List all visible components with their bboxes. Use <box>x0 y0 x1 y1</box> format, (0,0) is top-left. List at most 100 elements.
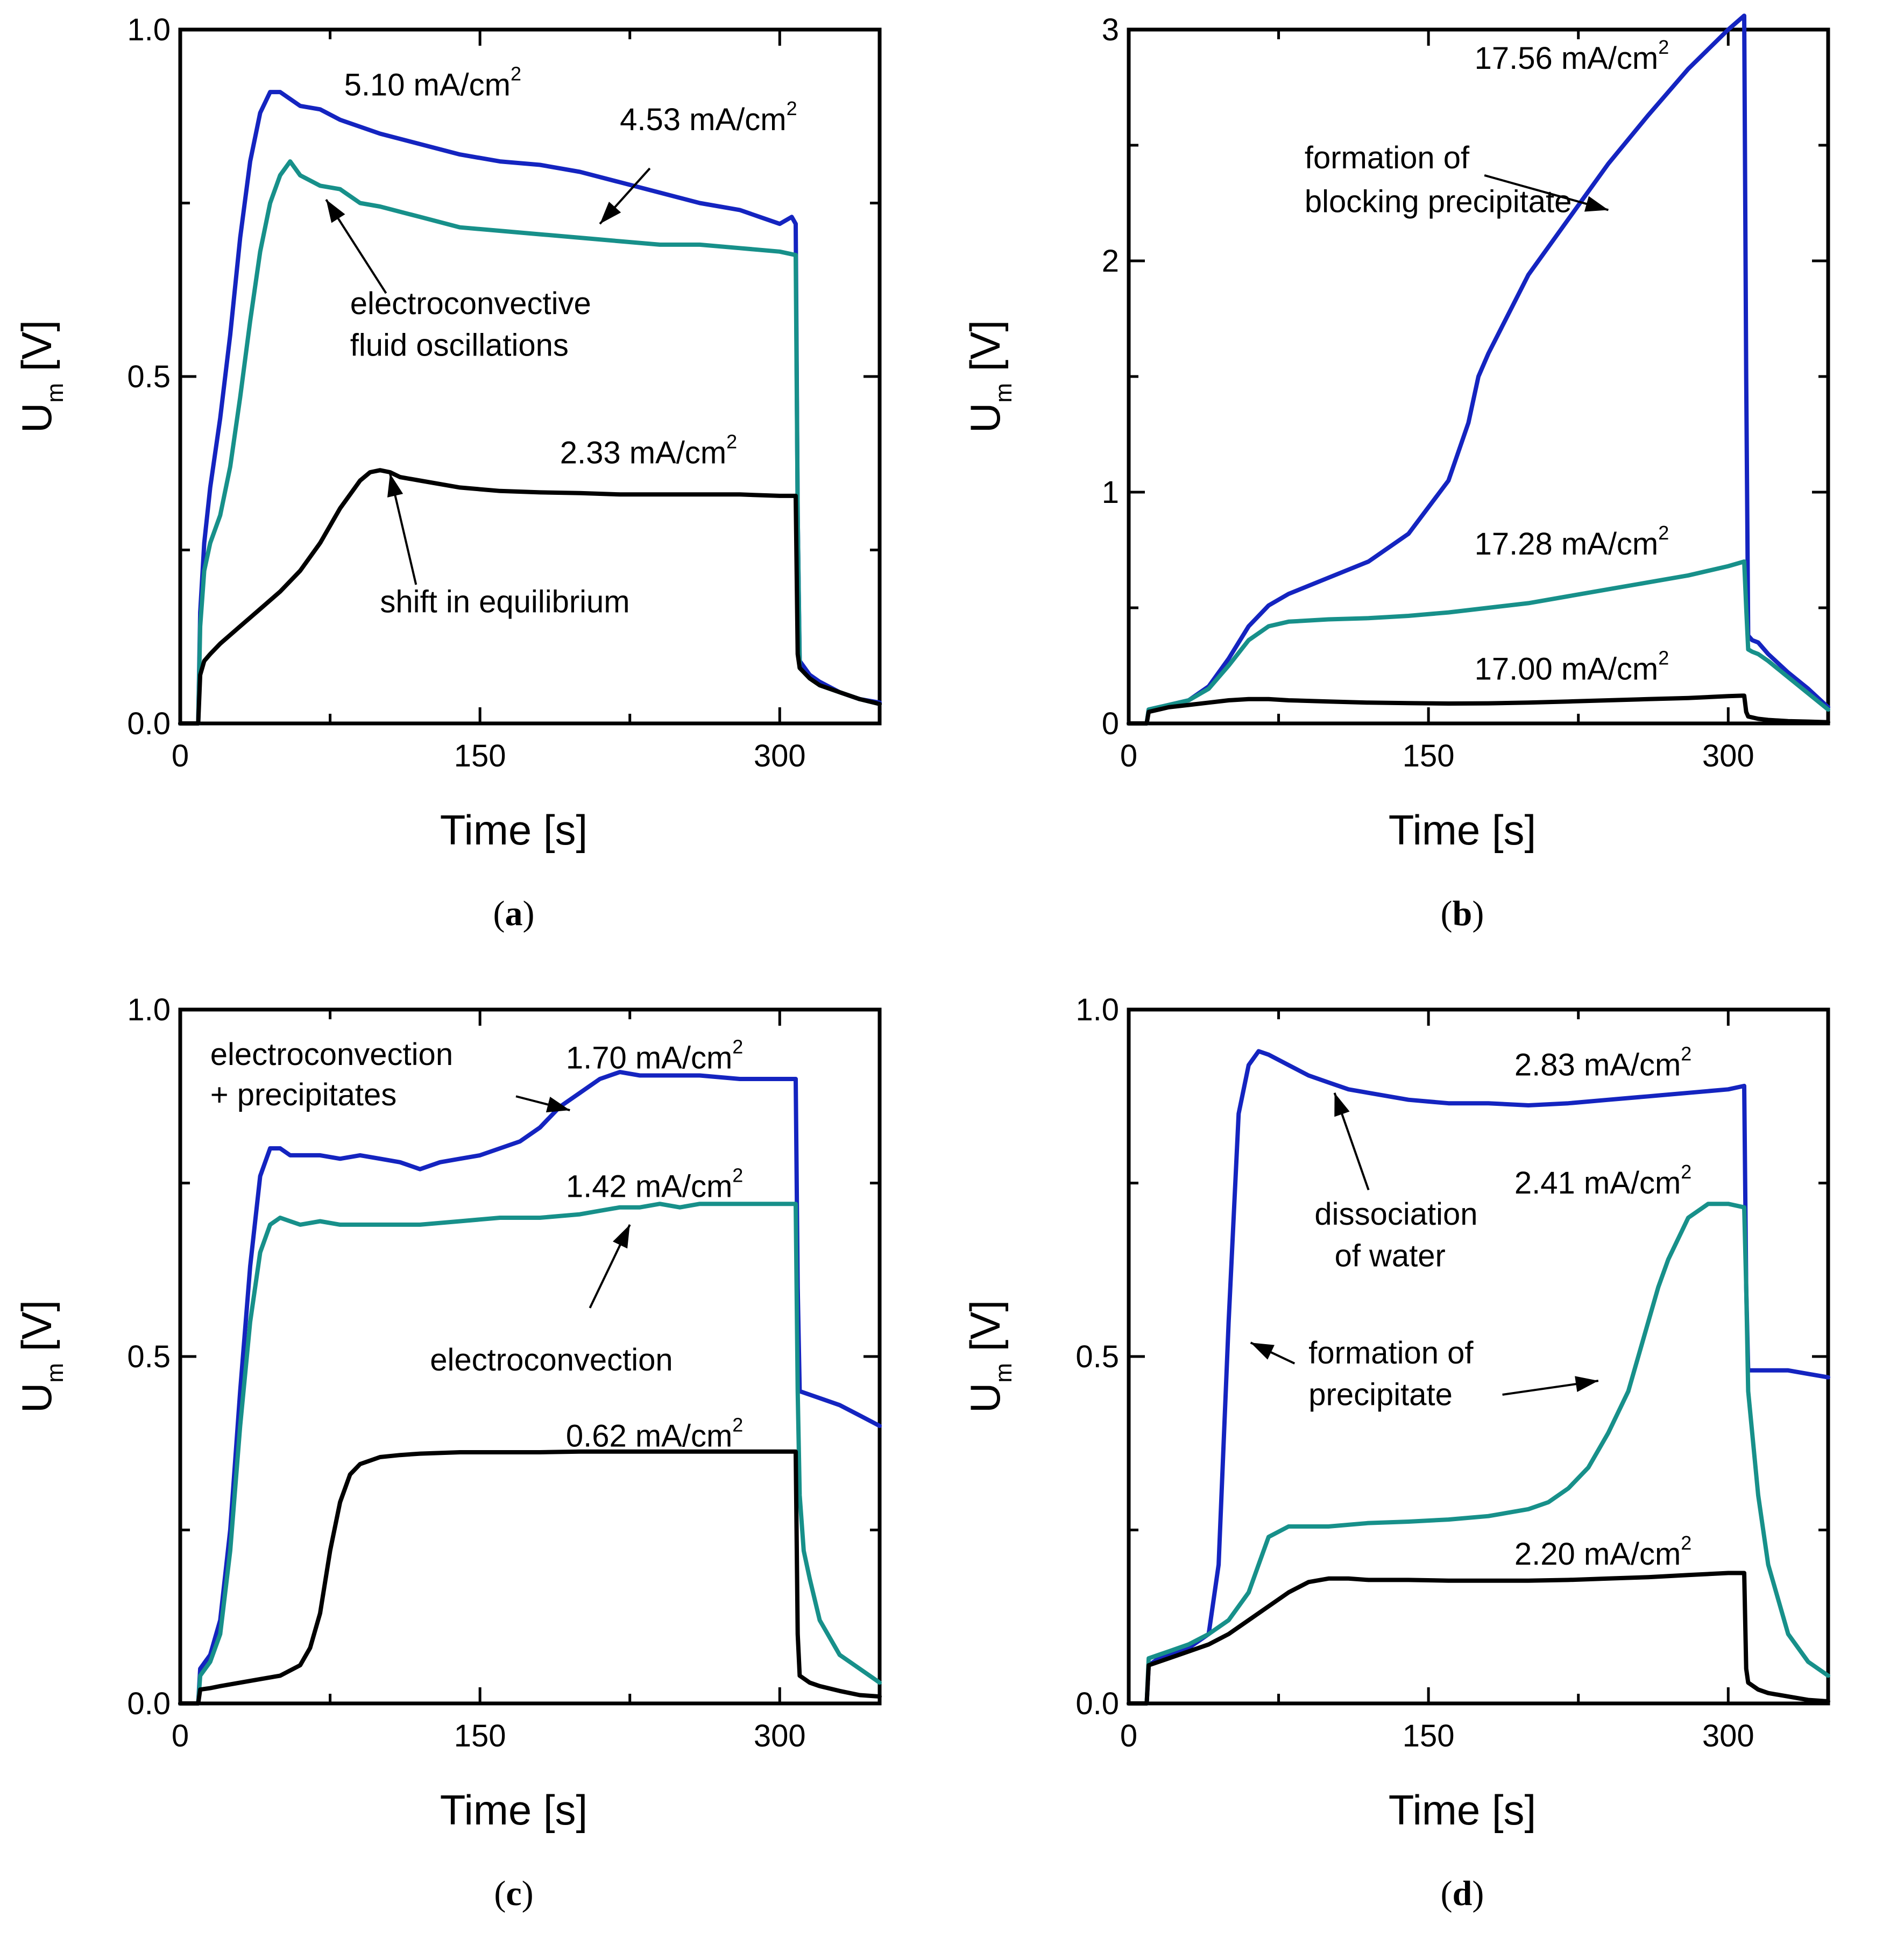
y-tick-label: 0.0 <box>127 1686 171 1721</box>
y-axis-label-main: Um [V] <box>961 1300 1017 1413</box>
y-axis-label-symbol: U <box>13 403 60 433</box>
x-tick-label: 300 <box>1702 1718 1754 1753</box>
chart-panel-a: Um [V] 0 150 300 0.0 0.5 1.0 5.10 mA/cm2 4.53 … <box>13 12 882 933</box>
x-tick-label: 300 <box>754 1718 806 1753</box>
annotation-label: 17.28 mA/cm2 <box>1475 522 1669 562</box>
y-axis-label-main: Um [V] <box>13 320 68 433</box>
y-axis-label: Um [V] <box>13 320 68 433</box>
y-axis-label-symbol: U <box>961 1383 1009 1413</box>
x-axis-label: Time [s] <box>1389 1786 1536 1834</box>
x-tick-label: 0 <box>172 738 189 773</box>
y-axis-label-main: Um [V] <box>961 320 1017 433</box>
series-line <box>178 1202 882 1706</box>
x-tick-label: 150 <box>454 738 506 773</box>
chart-panel-c: Um [V] 0 150 300 0.0 0.5 1.0 1.70 mA/cm2 1.42 … <box>13 992 882 1913</box>
annotations: 5.10 mA/cm2 4.53 mA/cm2 2.33 mA/cm2 electro… <box>344 63 797 620</box>
annotations: 17.56 mA/cm2 17.28 mA/cm2 17.00 mA/cm2 form… <box>1305 36 1669 686</box>
series-line <box>1127 13 1830 726</box>
y-tick-label: 0.0 <box>1075 1686 1119 1721</box>
y-tick-label: 0.5 <box>1075 1339 1119 1374</box>
series-line <box>1127 559 1830 726</box>
annotation-arrows <box>515 1095 631 1309</box>
annotation-label: 17.00 mA/cm2 <box>1475 647 1669 686</box>
series-line <box>1127 693 1830 726</box>
arrow-head-icon <box>546 1097 570 1113</box>
series-lines <box>178 90 882 726</box>
annotation-superscript: 2 <box>787 97 797 119</box>
x-tick-label: 300 <box>754 738 806 773</box>
y-axis-label: Um [V] <box>961 320 1017 433</box>
x-axis-label: Time [s] <box>440 806 587 854</box>
annotation-superscript: 2 <box>511 63 521 85</box>
annotation-label: 2.33 mA/cm2 <box>560 430 737 470</box>
axis-ticks: 0 150 300 0.0 0.5 1.0 <box>127 12 880 773</box>
arrow-head-icon <box>387 473 404 498</box>
annotation-superscript: 2 <box>732 1414 743 1436</box>
annotation-superscript: 2 <box>1658 522 1669 544</box>
x-tick-label: 150 <box>454 1718 506 1753</box>
annotation-label: 2.83 mA/cm2 <box>1514 1043 1691 1083</box>
arrow-head-icon <box>1584 196 1609 212</box>
arrow-head-icon <box>600 201 621 224</box>
y-axis-label-unit: [V] <box>13 320 60 383</box>
x-tick-label: 0 <box>1120 738 1137 773</box>
y-tick-label: 3 <box>1102 12 1119 47</box>
x-tick-label: 300 <box>1702 738 1754 773</box>
annotation-label: shift in equilibrium <box>380 585 629 620</box>
x-tick-label: 150 <box>1403 738 1455 773</box>
y-axis-label-subscript: m <box>42 383 68 403</box>
panel-caption: (d) <box>1441 1874 1484 1913</box>
series-line <box>1127 1571 1830 1706</box>
series-line <box>1127 1202 1830 1706</box>
annotation-label: 2.41 mA/cm2 <box>1514 1161 1691 1201</box>
y-axis-label-symbol: U <box>961 403 1009 433</box>
x-tick-label: 0 <box>172 1718 189 1753</box>
series-lines <box>178 1070 882 1706</box>
series-line <box>178 1449 882 1706</box>
annotation-superscript: 2 <box>726 430 737 452</box>
annotation-superscript: 2 <box>1681 1532 1691 1554</box>
panel-caption-letter: d <box>1453 1874 1473 1913</box>
y-tick-label: 2 <box>1102 244 1119 279</box>
y-tick-label: 1.0 <box>1075 992 1119 1027</box>
y-tick-label: 0.5 <box>127 1339 171 1374</box>
annotation-label: + precipitates <box>210 1077 397 1112</box>
y-axis-label-unit: [V] <box>961 320 1009 383</box>
annotation-label: 17.56 mA/cm2 <box>1475 36 1669 76</box>
annotation-label: 5.10 mA/cm2 <box>344 63 521 103</box>
annotation-label: precipitate <box>1308 1377 1453 1412</box>
arrow-head-icon <box>1334 1092 1350 1117</box>
annotation-superscript: 2 <box>1681 1043 1691 1065</box>
chart-panel-d: Um [V] 0 150 300 0.0 0.5 1.0 2.83 mA/cm2 2.41 … <box>961 992 1830 1913</box>
y-axis-label-unit: [V] <box>961 1300 1009 1363</box>
annotation-label: 0.62 mA/cm2 <box>566 1414 743 1454</box>
x-axis-label: Time [s] <box>1389 806 1536 854</box>
x-tick-label: 150 <box>1403 1718 1455 1753</box>
panel-caption-letter: c <box>506 1874 521 1913</box>
chart-panel-b: Um [V] 0 150 300 0 1 2 3 17.56 mA/cm2 17.28 mA/… <box>961 12 1830 933</box>
annotation-label: formation of <box>1305 140 1470 175</box>
panel-caption-letter: b <box>1453 894 1473 933</box>
panel-caption-letter: a <box>505 894 523 933</box>
arrow-head-icon <box>1575 1376 1598 1393</box>
y-axis-label-subscript: m <box>42 1363 68 1383</box>
annotation-label: electroconvection <box>210 1037 453 1072</box>
panel-caption: (b) <box>1441 894 1484 933</box>
annotation-label: dissociation <box>1314 1197 1477 1232</box>
y-axis-label: Um [V] <box>13 1300 68 1413</box>
annotation-arrows <box>1250 1092 1599 1396</box>
series-line <box>178 468 882 726</box>
y-tick-label: 0.0 <box>127 706 171 741</box>
annotation-label: 1.70 mA/cm2 <box>566 1036 743 1076</box>
y-tick-label: 1 <box>1102 475 1119 510</box>
arrow-head-icon <box>1250 1343 1275 1360</box>
annotation-superscript: 2 <box>732 1036 743 1058</box>
arrow-head-icon <box>326 200 345 223</box>
series-lines <box>1127 1049 1830 1706</box>
y-axis-label-unit: [V] <box>13 1300 60 1363</box>
annotation-superscript: 2 <box>1658 36 1669 58</box>
annotation-arrows <box>325 167 651 585</box>
y-tick-label: 0 <box>1102 706 1119 741</box>
axis-ticks: 0 150 300 0.0 0.5 1.0 <box>127 992 880 1753</box>
annotation-label: blocking precipitate <box>1305 184 1572 219</box>
